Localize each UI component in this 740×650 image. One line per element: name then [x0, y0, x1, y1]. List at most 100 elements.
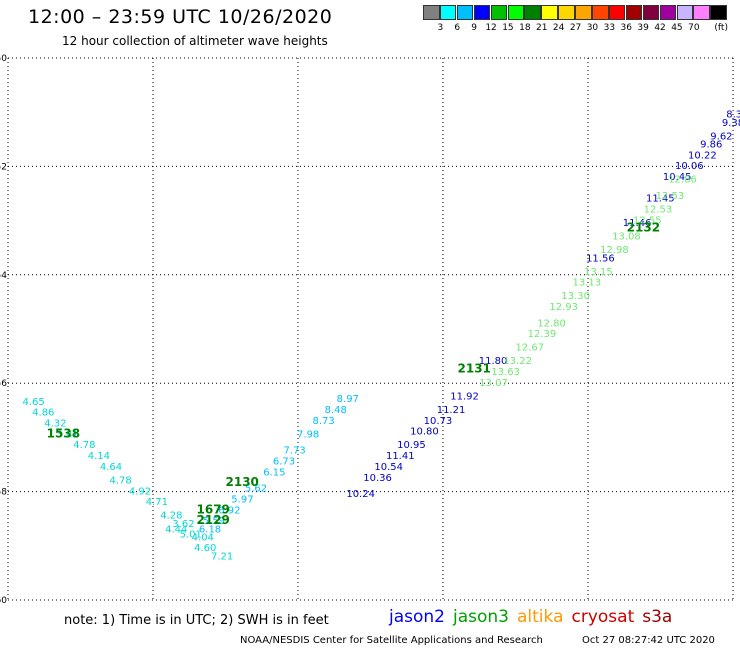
- data-point-label: 4.78: [110, 475, 132, 486]
- data-point-label: 3.62: [172, 519, 194, 530]
- colorbar-unit: (ft): [714, 23, 728, 33]
- data-point-label: 11.92: [450, 391, 479, 402]
- data-point-label: 9.62: [710, 131, 732, 142]
- wave-height-plot: 454851545760-50-52-54-56-58-608.389.389.…: [0, 54, 740, 605]
- colorbar-label: 6: [454, 23, 461, 33]
- data-point-label: 4.65: [23, 397, 45, 408]
- y-tick-label: -52: [0, 162, 7, 172]
- pass-number-label: 1679: [197, 502, 230, 516]
- colorbar-swatch: [456, 5, 474, 20]
- data-point-label: 5.59: [203, 516, 225, 527]
- data-point-label: 4.32: [44, 419, 66, 430]
- data-point-label: 10.73: [424, 416, 453, 427]
- colorbar-label: 21: [536, 23, 548, 33]
- data-point-label: 4.60: [194, 543, 216, 554]
- data-point-label: 13.63: [491, 367, 520, 378]
- mission-legend: jason2 jason3 altika cryosat s3a: [389, 607, 680, 627]
- y-tick-label: -56: [0, 379, 7, 389]
- colorbar-swatch: [710, 5, 727, 20]
- data-point-label: 6.92: [218, 505, 240, 516]
- data-point-label: 4.64: [100, 462, 122, 473]
- data-point-label: 10.22: [688, 150, 717, 161]
- pass-number-label: 2129: [197, 513, 230, 527]
- colorbar-swatch: [659, 5, 677, 20]
- colorbar-swatch: [575, 5, 592, 20]
- pass-number-label: 2130: [226, 475, 259, 489]
- data-point-label: 12.53: [644, 204, 673, 215]
- data-point-label: 11.45: [646, 194, 675, 205]
- data-point-label: 6.15: [263, 467, 285, 478]
- colorbar-label: 18: [519, 23, 531, 33]
- data-point-label: 10.36: [363, 473, 392, 484]
- data-point-label: 7.98: [297, 429, 319, 440]
- timestamp-text: Oct 27 08:27:42 UTC 2020: [582, 635, 715, 646]
- colorbar-swatch: [608, 5, 626, 20]
- data-point-label: 12.39: [528, 329, 557, 340]
- data-point-label: 12.53: [656, 191, 685, 202]
- data-point-label: 4.92: [129, 486, 151, 497]
- colorbar-swatch: [439, 5, 457, 20]
- colorbar-label: 45: [671, 23, 683, 33]
- y-tick-label: -58: [0, 488, 7, 498]
- data-point-label: 13.15: [584, 267, 613, 278]
- data-point-label: 9.38: [722, 118, 740, 129]
- colorbar-label: 15: [502, 23, 514, 33]
- colorbar-swatch: [524, 5, 541, 20]
- data-point-label: 11.80: [479, 356, 508, 367]
- data-point-label: 12.86: [668, 175, 697, 186]
- colorbar-swatch: [558, 5, 575, 20]
- data-point-label: 7.21: [211, 551, 233, 562]
- data-point-label: 5.97: [231, 494, 253, 505]
- credit-text: NOAA/NESDIS Center for Satellite Applica…: [240, 635, 543, 646]
- data-point-label: 12.80: [537, 318, 566, 329]
- data-point-label: 4.14: [88, 451, 110, 462]
- data-point-label: 4.78: [73, 440, 95, 451]
- colorbar-label: 70: [688, 23, 700, 33]
- data-point-label: 4.04: [192, 532, 214, 543]
- data-point-label: 13.30: [561, 291, 590, 302]
- y-tick-label: -54: [0, 271, 7, 281]
- colorbar-label: 12: [485, 23, 497, 33]
- colorbar-swatch: [490, 5, 508, 20]
- data-point-label: 12.93: [549, 302, 578, 313]
- data-point-label: 13.08: [612, 232, 641, 243]
- colorbar-swatch: [625, 5, 643, 20]
- colorbar-swatch: [676, 5, 693, 20]
- mission-jason2: jason2: [389, 607, 445, 627]
- data-point-label: 8.48: [325, 405, 347, 416]
- data-point-label: 11.21: [437, 405, 466, 416]
- colorbar-swatch: [592, 5, 609, 20]
- colorbar-swatch: [541, 5, 558, 20]
- data-point-label: 6.18: [199, 524, 221, 535]
- data-point-label: 10.80: [410, 427, 439, 438]
- data-point-label: 10.95: [397, 440, 426, 451]
- data-point-label: 13.07: [479, 378, 508, 389]
- data-point-label: 4.28: [160, 511, 182, 522]
- colorbar-swatch: [423, 5, 440, 20]
- data-point-label: 5.01: [180, 530, 202, 541]
- data-point-label: 11.46: [623, 218, 652, 229]
- data-point-label: 12.98: [600, 245, 629, 256]
- data-point-label: 3.81: [56, 429, 78, 440]
- footnote: note: 1) Time is in UTC; 2) SWH is in fe…: [64, 613, 329, 628]
- pass-number-label: 2131: [458, 361, 491, 375]
- mission-jason3: jason3: [453, 607, 509, 627]
- data-point-label: 13.22: [503, 356, 532, 367]
- pass-number-label: 1538: [47, 426, 80, 440]
- colorbar-label: 24: [552, 23, 565, 33]
- colorbar-label: 30: [586, 23, 599, 33]
- data-point-label: 8.73: [313, 416, 335, 427]
- colorbar-swatch: [642, 5, 660, 20]
- colorbar-label: 39: [637, 23, 649, 33]
- mission-s3a: s3a: [642, 607, 673, 627]
- data-point-label: 10.45: [663, 172, 692, 183]
- data-point-label: 9.86: [700, 139, 722, 150]
- data-point-label: 10.06: [675, 161, 704, 172]
- colorbar-label: 33: [603, 23, 616, 33]
- data-point-label: 11.56: [586, 253, 615, 264]
- data-point-label: 10.54: [374, 462, 403, 473]
- data-point-label: 12.67: [516, 343, 545, 354]
- colorbar-label: 42: [654, 23, 666, 33]
- data-point-label: 11.41: [386, 451, 415, 462]
- y-tick-label: -60: [0, 596, 7, 605]
